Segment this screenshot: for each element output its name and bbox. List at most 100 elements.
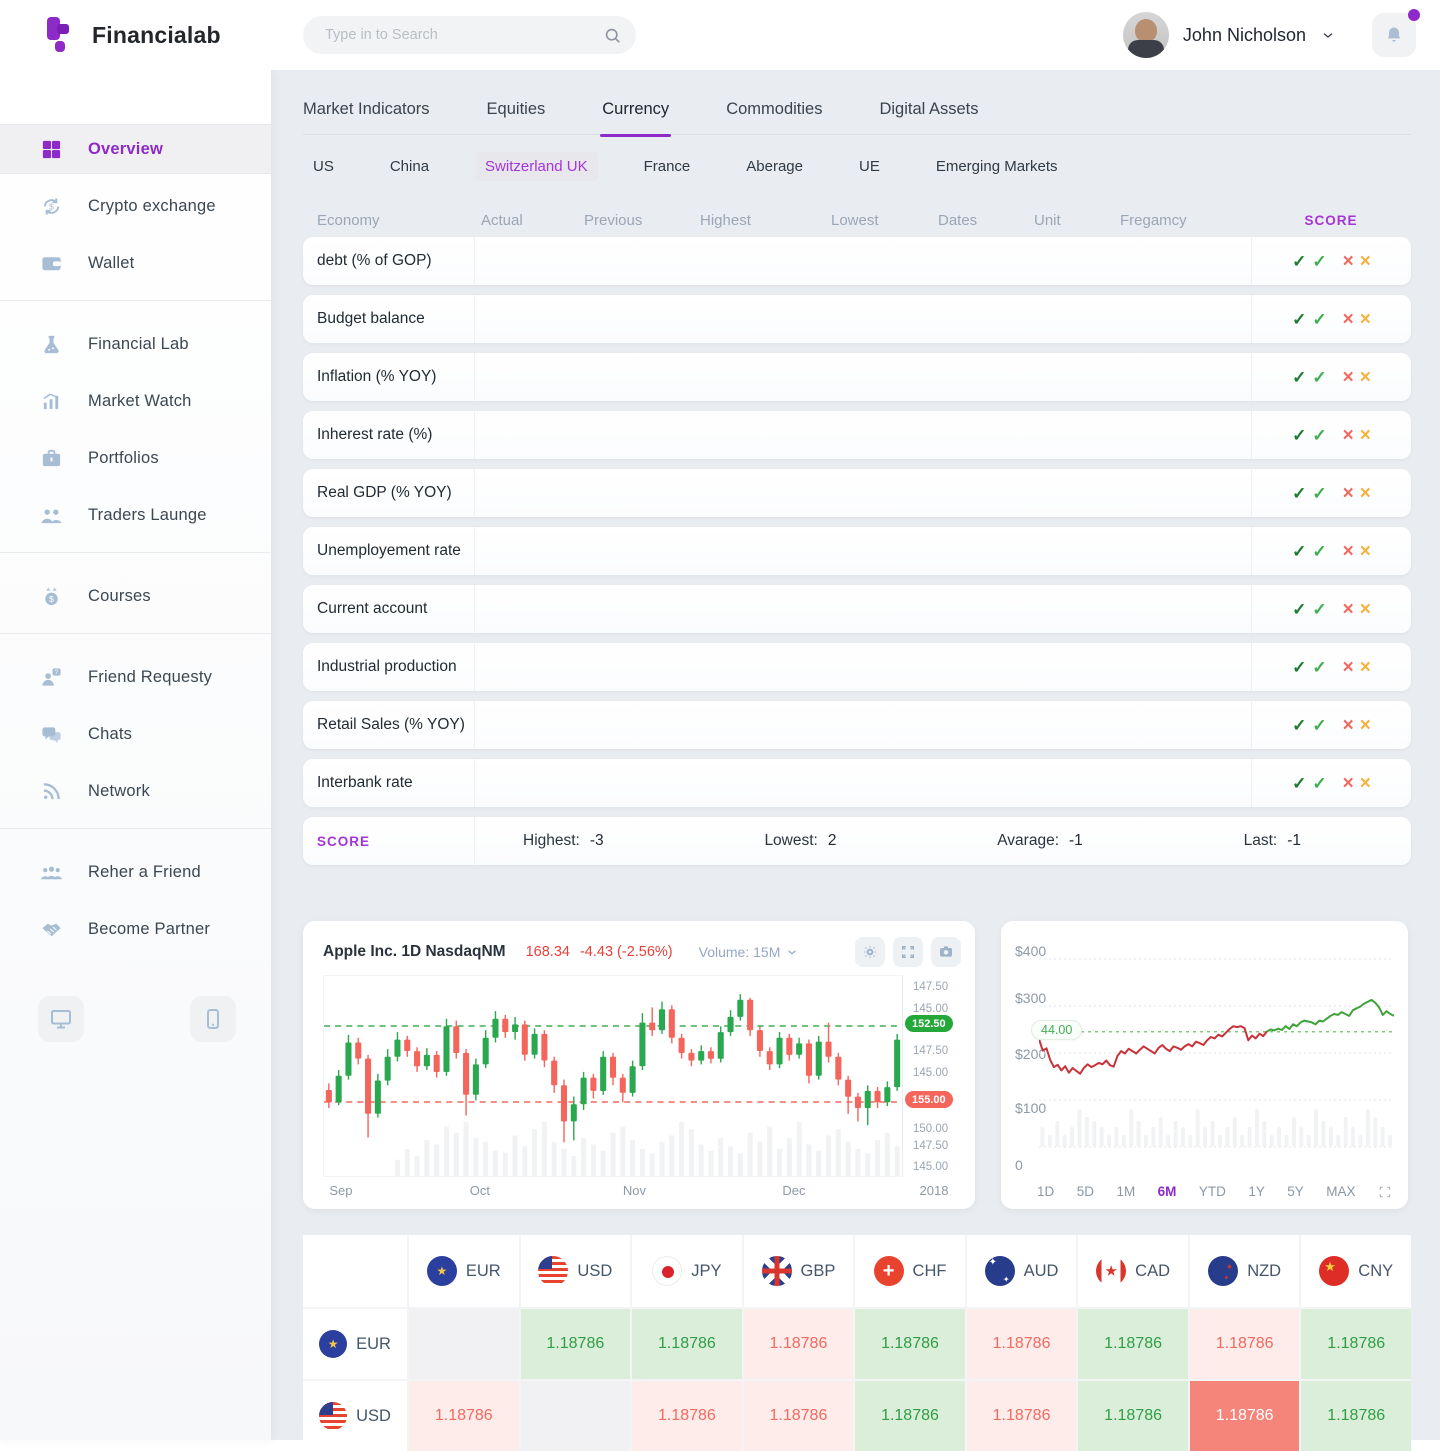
x-icon[interactable]: × (1359, 482, 1371, 504)
sidebar-item-network[interactable]: Network (0, 766, 271, 816)
sidebar-item-market-watch[interactable]: Market Watch (0, 376, 271, 426)
range-max[interactable]: MAX (1326, 1184, 1356, 1199)
check-icon[interactable]: ✓ (1312, 483, 1327, 503)
search-bar[interactable] (303, 16, 636, 54)
x-icon[interactable]: × (1342, 308, 1354, 330)
chart-settings-button[interactable] (855, 937, 885, 967)
check-icon[interactable]: ✓ (1292, 367, 1307, 387)
check-icon[interactable]: ✓ (1292, 715, 1307, 735)
search-icon[interactable] (603, 26, 622, 45)
sidebar-item-financial-lab[interactable]: Financial Lab (0, 319, 271, 369)
tab-digital-assets[interactable]: Digital Assets (879, 100, 979, 118)
sidebar-item-courses[interactable]: $ Courses (0, 571, 271, 621)
check-icon[interactable]: ✓ (1292, 599, 1307, 619)
x-icon[interactable]: × (1342, 772, 1354, 794)
desktop-version-button[interactable] (38, 996, 84, 1042)
sidebar-item-wallet[interactable]: Wallet (0, 238, 271, 288)
indicator-row[interactable]: debt (% of GOP) ✓ ✓ × × (303, 237, 1411, 285)
sidebar-item-become-partner[interactable]: Become Partner (0, 904, 271, 954)
x-icon[interactable]: × (1359, 714, 1371, 736)
check-icon[interactable]: ✓ (1312, 773, 1327, 793)
check-icon[interactable]: ✓ (1292, 483, 1307, 503)
volume-dropdown[interactable]: Volume: 15M (699, 944, 800, 960)
indicator-label: Inflation (% YOY) (303, 353, 475, 401)
range-1d[interactable]: 1D (1037, 1184, 1055, 1199)
range-5y[interactable]: 5Y (1287, 1184, 1304, 1199)
indicator-row[interactable]: Inflation (% YOY) ✓ ✓ × × (303, 353, 1411, 401)
check-icon[interactable]: ✓ (1312, 309, 1327, 329)
x-icon[interactable]: × (1342, 656, 1354, 678)
check-icon[interactable]: ✓ (1292, 425, 1307, 445)
candlestick-plot[interactable] (323, 975, 903, 1177)
x-icon[interactable]: × (1359, 424, 1371, 446)
x-icon[interactable]: × (1342, 598, 1354, 620)
indicator-row[interactable]: Budget balance ✓ ✓ × × (303, 295, 1411, 343)
check-icon[interactable]: ✓ (1292, 309, 1307, 329)
check-icon[interactable]: ✓ (1312, 657, 1327, 677)
subtab-ue[interactable]: UE (859, 158, 880, 175)
mobile-version-button[interactable] (190, 996, 236, 1042)
x-icon[interactable]: × (1342, 424, 1354, 446)
notifications-button[interactable] (1372, 9, 1420, 57)
indicator-row[interactable]: Retail Sales (% YOY) ✓ ✓ × × (303, 701, 1411, 749)
x-icon[interactable]: × (1359, 598, 1371, 620)
x-icon[interactable]: × (1342, 714, 1354, 736)
tab-currency[interactable]: Currency (600, 100, 672, 137)
sidebar-item-overview[interactable]: Overview (0, 124, 271, 174)
sidebar-item-traders-launge[interactable]: Traders Launge (0, 490, 271, 540)
fullscreen-icon[interactable] (1378, 1185, 1392, 1199)
subtab-france[interactable]: France (643, 158, 691, 175)
check-icon[interactable]: ✓ (1292, 541, 1307, 561)
check-icon[interactable]: ✓ (1292, 773, 1307, 793)
search-input[interactable] (325, 27, 603, 43)
subtab-emerging-markets[interactable]: Emerging Markets (935, 158, 1058, 175)
check-icon[interactable]: ✓ (1312, 251, 1327, 271)
subtab-switzerland-uk[interactable]: Switzerland UK (475, 152, 598, 181)
check-icon[interactable]: ✓ (1312, 599, 1327, 619)
range-1y[interactable]: 1Y (1248, 1184, 1265, 1199)
tab-market-indicators[interactable]: Market Indicators (303, 100, 430, 118)
check-icon[interactable]: ✓ (1312, 715, 1327, 735)
x-icon[interactable]: × (1342, 482, 1354, 504)
x-icon[interactable]: × (1342, 540, 1354, 562)
indicator-row[interactable]: Industrial production ✓ ✓ × × (303, 643, 1411, 691)
range-5d[interactable]: 5D (1076, 1184, 1094, 1199)
subtab-china[interactable]: China (389, 158, 430, 175)
subtab-aberage[interactable]: Aberage (746, 158, 803, 175)
sidebar-item-crypto-exchange[interactable]: $ Crypto exchange (0, 181, 271, 231)
chart-snapshot-button[interactable] (931, 937, 961, 967)
check-icon[interactable]: ✓ (1312, 367, 1327, 387)
check-icon[interactable]: ✓ (1312, 425, 1327, 445)
avatar[interactable] (1122, 12, 1169, 58)
chart-expand-button[interactable] (893, 937, 923, 967)
sidebar-item-reher-a-friend[interactable]: Reher a Friend (0, 847, 271, 897)
indicator-row[interactable]: Inherest rate (%) ✓ ✓ × × (303, 411, 1411, 459)
check-icon[interactable]: ✓ (1292, 657, 1307, 677)
range-6m[interactable]: 6M (1157, 1184, 1177, 1199)
sidebar-item-friend-requesty[interactable]: ? Friend Requesty (0, 652, 271, 702)
range-ytd[interactable]: YTD (1198, 1184, 1226, 1199)
indicator-row[interactable]: Unemployement rate ✓ ✓ × × (303, 527, 1411, 575)
range-1m[interactable]: 1M (1116, 1184, 1136, 1199)
x-icon[interactable]: × (1359, 308, 1371, 330)
x-icon[interactable]: × (1342, 366, 1354, 388)
x-icon[interactable]: × (1359, 656, 1371, 678)
sidebar-item-chats[interactable]: Chats (0, 709, 271, 759)
indicator-row[interactable]: Interbank rate ✓ ✓ × × (303, 759, 1411, 807)
sidebar-item-portfolios[interactable]: Portfolios (0, 433, 271, 483)
indicator-row[interactable]: Real GDP (% YOY) ✓ ✓ × × (303, 469, 1411, 517)
x-icon[interactable]: × (1359, 772, 1371, 794)
score-summary-item-label: Highest: (523, 832, 580, 849)
x-icon[interactable]: × (1359, 250, 1371, 272)
x-icon[interactable]: × (1359, 366, 1371, 388)
subtab-us[interactable]: US (313, 158, 334, 175)
user-menu[interactable]: John Nicholson (1122, 12, 1336, 58)
tab-commodities[interactable]: Commodities (726, 100, 823, 118)
sidebar-item-label: Portfolios (88, 448, 159, 467)
x-icon[interactable]: × (1359, 540, 1371, 562)
check-icon[interactable]: ✓ (1312, 541, 1327, 561)
tab-equities[interactable]: Equities (486, 100, 546, 118)
indicator-row[interactable]: Current account ✓ ✓ × × (303, 585, 1411, 633)
x-icon[interactable]: × (1342, 250, 1354, 272)
check-icon[interactable]: ✓ (1292, 251, 1307, 271)
